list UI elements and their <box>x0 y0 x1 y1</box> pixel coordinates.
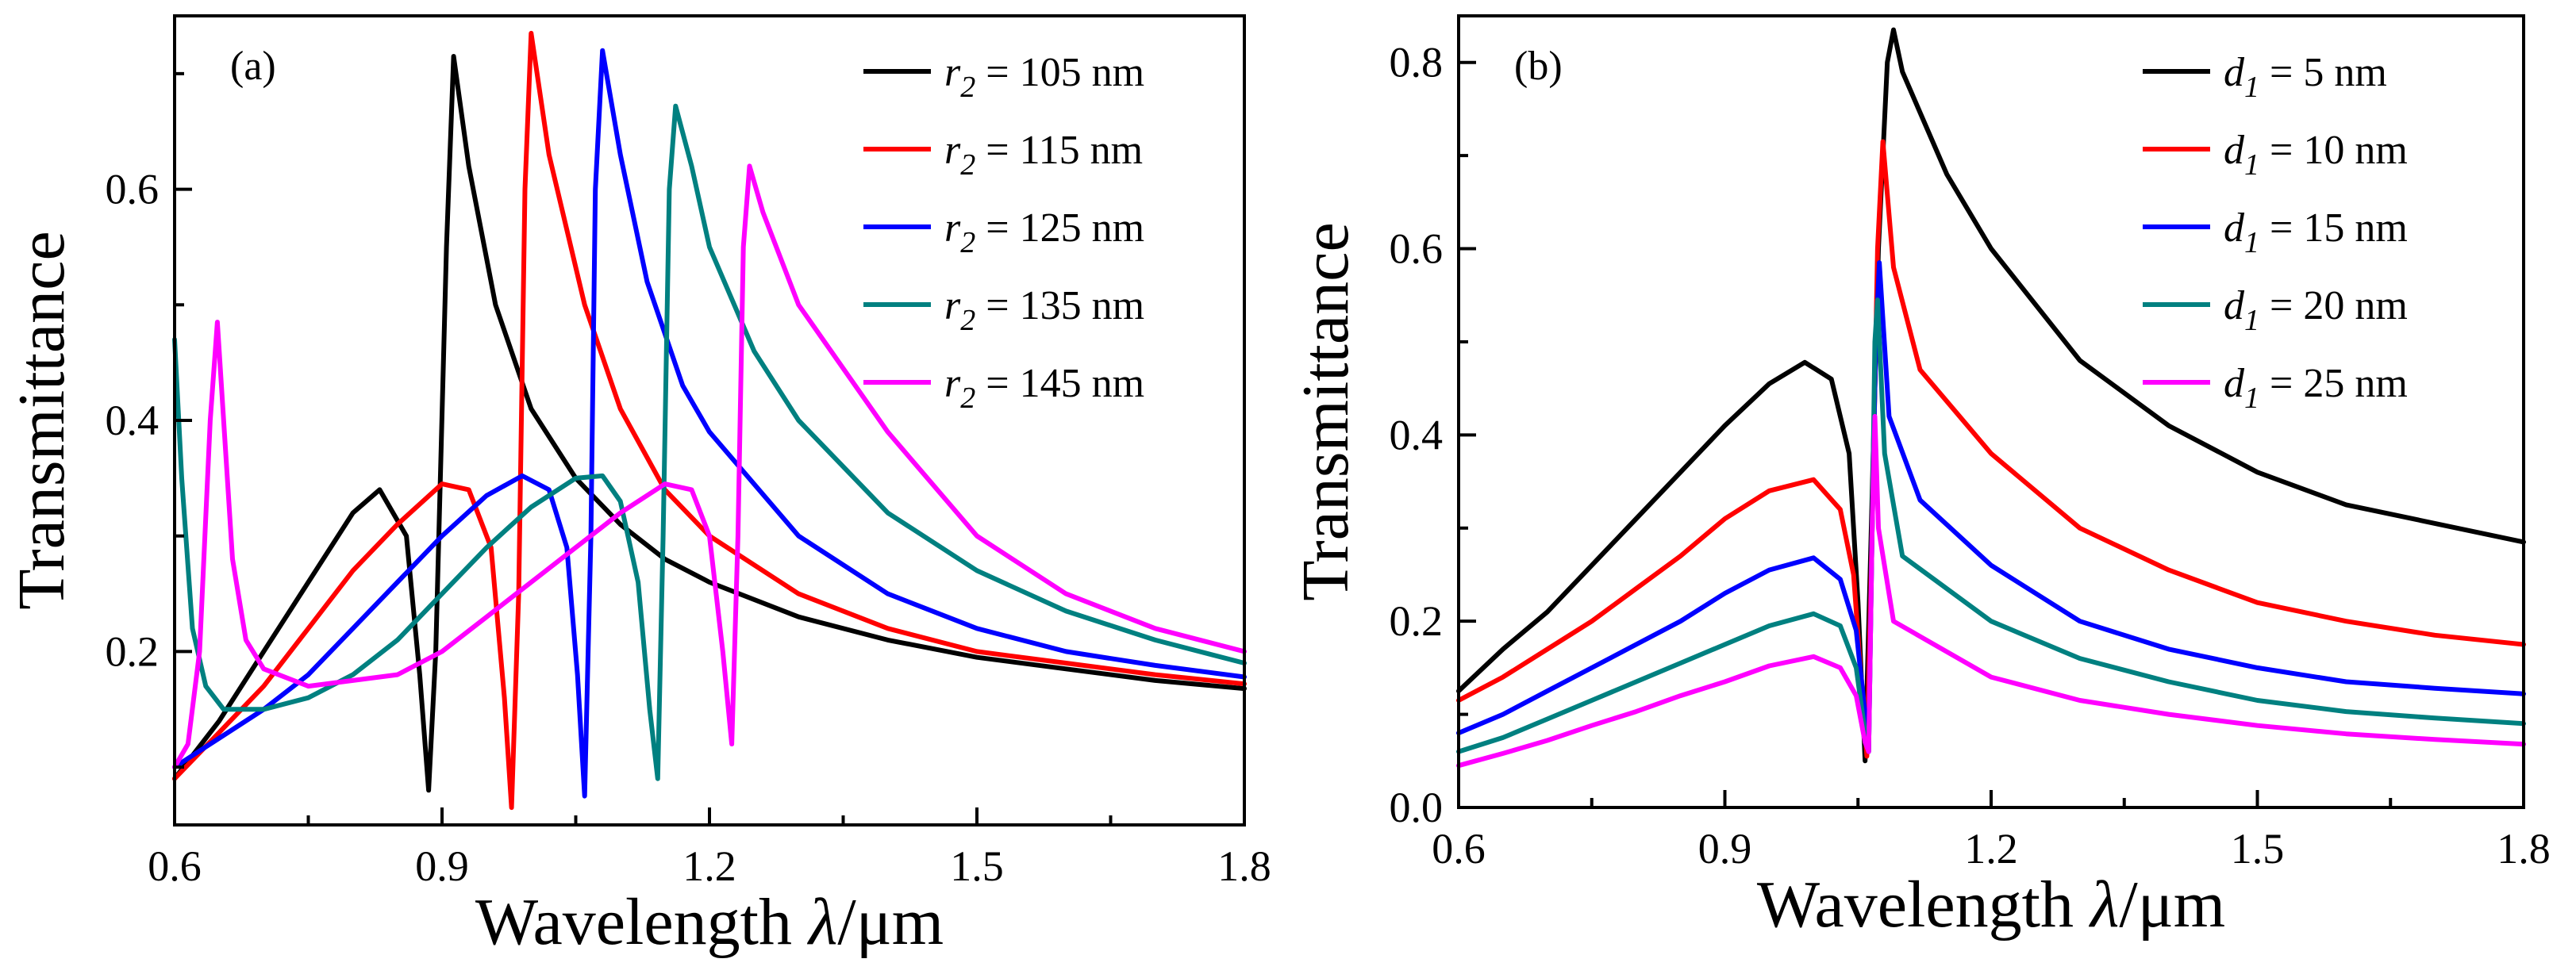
chart-b-x-tick-label: 1.5 <box>2231 825 2285 873</box>
chart-a-legend-label-4: r2 = 135 nm <box>944 283 1144 337</box>
chart-b-series-line-5 <box>1456 413 2526 769</box>
chart-b-y-tick-label: 0.2 <box>1390 597 1444 645</box>
chart-b-legend-label-3: d1 = 15 nm <box>2224 205 2408 259</box>
chart-b-y-tick-label: 0.0 <box>1390 784 1444 831</box>
chart-b-y-tick-label: 0.4 <box>1390 411 1444 458</box>
chart-a-series-line-5 <box>172 163 1247 770</box>
chart-a-legend-label-1: r2 = 105 nm <box>944 50 1144 104</box>
chart-b-legend: d1 = 5 nm d1 = 10 nm d1 = 15 nm d1 = 20 nm d… <box>2143 50 2408 415</box>
chart-b-x-axis-label: Wavelength λ/μm <box>1757 868 2225 942</box>
chart-b-series-line-2 <box>1456 139 2526 759</box>
chart-a-legend: r2 = 105 nm r2 = 115 nm r2 = 125 nm r2 = 13… <box>863 50 1144 415</box>
chart-a-series-lines <box>172 30 1247 811</box>
chart-b-legend-label-5: d1 = 25 nm <box>2224 361 2408 415</box>
chart-a-y-tick-label: 0.6 <box>106 166 160 213</box>
chart-a-y-axis-label: Transmittance <box>5 231 79 610</box>
chart-a-legend-label-2: r2 = 115 nm <box>944 128 1143 182</box>
chart-a-x-axis-label: Wavelength λ/μm <box>475 885 944 959</box>
chart-a-y-tick-label: 0.2 <box>106 627 160 675</box>
chart-b-legend-label-1: d1 = 5 nm <box>2224 50 2387 104</box>
chart-a-x-tick-label: 1.2 <box>682 842 736 890</box>
chart-a-y-tick-label: 0.4 <box>106 397 160 444</box>
chart-a-x-tick-label: 1.8 <box>1217 842 1271 890</box>
chart-b-y-tick-label: 0.8 <box>1390 39 1444 86</box>
chart-b-y-tick-label: 0.6 <box>1390 225 1444 273</box>
chart-b-x-tick-label: 0.9 <box>1698 825 1752 873</box>
chart-b-y-axis-label: Transmittance <box>1289 222 1363 601</box>
chart-a-x-tick-label: 1.5 <box>950 842 1004 890</box>
chart-a-x-tick-label: 0.6 <box>148 842 202 890</box>
chart-b-legend-label-4: d1 = 20 nm <box>2224 283 2408 337</box>
panel-a-transmittance-vs-r2: 0.6 0.9 1.2 1.5 1.8 0.2 0.4 0.6 Wavelength λ/μm T… <box>5 14 1271 959</box>
chart-a-panel-label: (a) <box>230 44 276 89</box>
chart-b-x-tick-label: 1.2 <box>1964 825 2018 873</box>
chart-b-legend-label-2: d1 = 10 nm <box>2224 128 2408 182</box>
panel-b-transmittance-vs-d1: 0.6 0.9 1.2 1.5 1.8 0.0 0.2 0.4 0.6 0.8 Wavelength… <box>1289 14 2551 942</box>
chart-a-series-line-4 <box>172 103 1247 781</box>
chart-b-series-lines <box>1456 27 2526 769</box>
chart-b-x-tick-label: 0.6 <box>1432 825 1486 873</box>
chart-b-panel-label: (b) <box>1514 44 1563 89</box>
chart-a-legend-label-3: r2 = 125 nm <box>944 205 1144 259</box>
chart-a-series-line-3 <box>172 48 1247 799</box>
chart-a-x-tick-label: 0.9 <box>415 842 469 890</box>
chart-b-x-tick-label: 1.8 <box>2497 825 2551 873</box>
chart-a-series-line-2 <box>172 30 1247 811</box>
chart-a-legend-label-5: r2 = 145 nm <box>944 361 1144 415</box>
chart-a-series-line-1 <box>172 54 1247 793</box>
